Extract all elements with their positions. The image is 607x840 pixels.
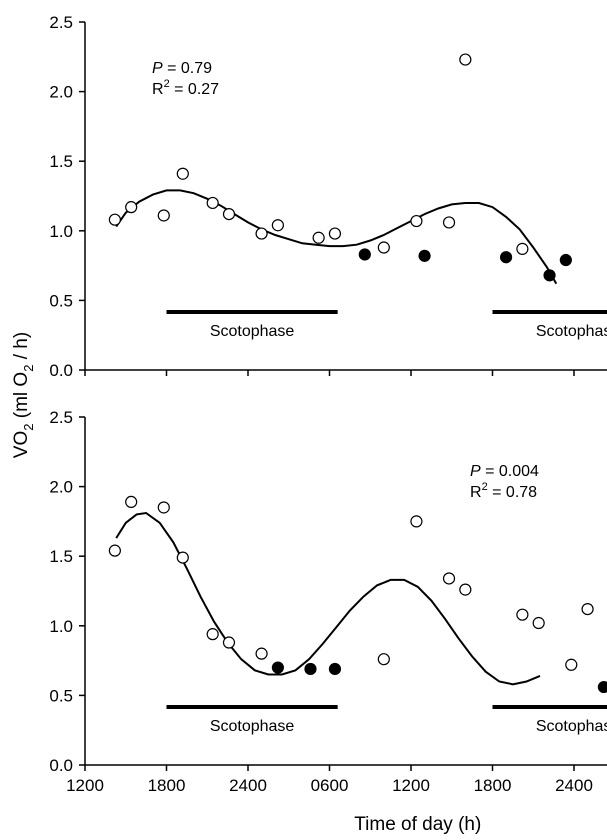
r-squared-value: = 0.78 xyxy=(488,484,537,501)
filled-data-point xyxy=(271,661,284,674)
fit-curve xyxy=(115,189,558,285)
fit-curve xyxy=(115,511,541,686)
x-tick-label: 2400 xyxy=(229,776,267,795)
x-tick-label: 1200 xyxy=(66,776,104,795)
y-tick-label: 0.5 xyxy=(49,686,73,705)
bottom-panel: 0.0 0.5 1.0 1.5 2.0 2.5 1200 1800 2400 0600 1200 18… xyxy=(49,408,607,795)
x-tick-label: 2400 xyxy=(555,776,593,795)
y-title-subscript: 2 xyxy=(21,424,36,431)
r-squared-label: R xyxy=(152,81,164,98)
open-data-point xyxy=(222,207,236,221)
x-axis-title: Time of day (h) xyxy=(354,814,481,835)
y-title-part: (ml O xyxy=(11,372,32,424)
open-data-point xyxy=(222,636,236,649)
open-data-point xyxy=(206,196,219,210)
open-data-point xyxy=(581,602,594,616)
open-data-point xyxy=(442,572,456,585)
y-tick-label: 2.5 xyxy=(49,13,73,32)
open-data-point xyxy=(157,501,170,514)
filled-data-point xyxy=(358,248,371,261)
y-tick-label: 1.0 xyxy=(49,617,73,636)
y-tick-label: 2.0 xyxy=(49,83,73,102)
scotophase-label: Scotophase xyxy=(210,323,295,340)
open-data-point xyxy=(516,242,529,255)
open-data-point xyxy=(532,616,545,630)
open-data-point xyxy=(108,213,121,226)
scotophase-label: Scotophase xyxy=(536,323,607,340)
y-tick-label: 2.0 xyxy=(49,478,73,497)
open-data-point xyxy=(410,214,423,228)
y-axis-title: VO2 (ml O2 / h) xyxy=(11,332,36,458)
r-squared-superscript: 2 xyxy=(164,78,170,90)
open-data-point xyxy=(157,209,170,222)
open-data-point xyxy=(176,167,189,180)
top-panel: 0.0 0.5 1.0 1.5 2.0 2.5 Scotophase Scotophase P … xyxy=(49,13,607,380)
r-squared-text: R2 = 0.27 xyxy=(152,78,219,98)
open-data-point xyxy=(255,227,268,240)
x-tick-label: 0600 xyxy=(311,776,349,795)
filled-data-point xyxy=(304,662,317,676)
open-data-point xyxy=(125,201,138,214)
open-data-point xyxy=(255,647,268,660)
x-tick-label: 1800 xyxy=(474,776,512,795)
open-data-point xyxy=(442,216,456,229)
p-symbol: P xyxy=(152,60,163,77)
open-data-point xyxy=(125,495,138,509)
y-title-part: VO xyxy=(11,431,32,458)
filled-data-point xyxy=(499,251,513,264)
open-data-point xyxy=(271,219,284,232)
open-data-point xyxy=(516,608,529,621)
open-data-point xyxy=(328,227,342,240)
open-data-point xyxy=(377,241,390,254)
open-data-point xyxy=(108,544,121,557)
y-tick-label: 0.5 xyxy=(49,291,73,310)
y-tick-label: 1.5 xyxy=(49,547,73,566)
open-data-point xyxy=(459,53,472,66)
p-value: = 0.004 xyxy=(481,463,539,480)
filled-data-point xyxy=(418,249,431,262)
x-tick-label: 1800 xyxy=(148,776,186,795)
scotophase-label: Scotophase xyxy=(536,718,607,735)
y-title-part: / h) xyxy=(11,332,32,365)
filled-data-point xyxy=(559,253,572,267)
scotophase-label: Scotophase xyxy=(210,718,295,735)
filled-data-point xyxy=(328,662,342,676)
p-value: = 0.79 xyxy=(163,60,212,77)
y-tick-label: 2.5 xyxy=(49,408,73,427)
y-title-subscript: 2 xyxy=(21,365,36,372)
r-squared-text: R2 = 0.78 xyxy=(470,481,537,501)
y-tick-label: 0.0 xyxy=(49,361,73,380)
open-data-point xyxy=(459,583,472,596)
open-data-point xyxy=(565,658,578,671)
open-data-point xyxy=(312,231,325,244)
y-tick-label: 0.0 xyxy=(49,756,73,775)
p-value-text: P = 0.004 xyxy=(470,463,539,480)
x-tick-label: 1200 xyxy=(392,776,430,795)
filled-data-point xyxy=(597,680,607,694)
r-squared-label: R xyxy=(470,484,482,501)
r-squared-value: = 0.27 xyxy=(170,81,219,98)
y-tick-label: 1.0 xyxy=(49,222,73,241)
p-symbol: P xyxy=(470,463,481,480)
y-tick-label: 1.5 xyxy=(49,152,73,171)
r-squared-superscript: 2 xyxy=(482,481,488,493)
open-data-point xyxy=(377,653,390,666)
filled-data-point xyxy=(543,269,556,282)
open-data-point xyxy=(206,628,219,641)
p-value-text: P = 0.79 xyxy=(152,60,212,77)
open-data-point xyxy=(410,515,423,528)
open-data-point xyxy=(176,551,189,564)
